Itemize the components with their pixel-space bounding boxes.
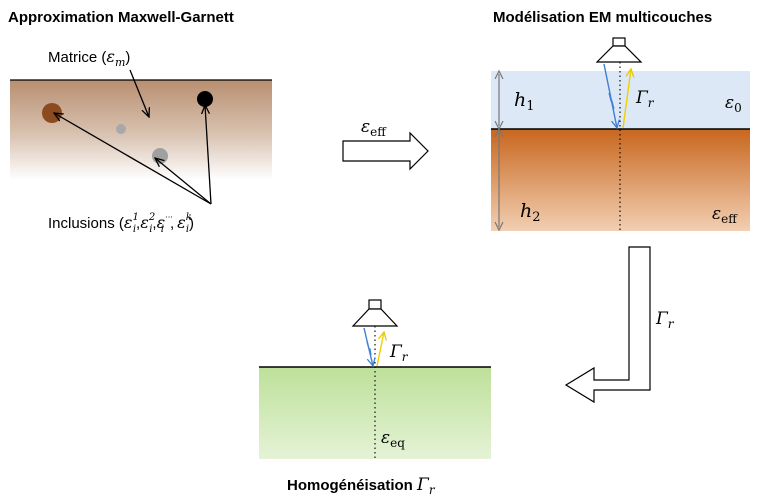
- incident-ray: [603, 63, 617, 128]
- reflected-ray: [376, 332, 384, 367]
- transition-arrow-down-left: Γr: [564, 246, 675, 404]
- eps-eq-label: εeq: [381, 428, 405, 450]
- reflected-ray: [622, 69, 631, 129]
- inclusion-arrow-gray: [155, 158, 212, 205]
- matrix-block: [10, 80, 272, 180]
- multilayer-title: Modélisation EM multicouches: [493, 9, 712, 26]
- h1-label: h1: [514, 89, 535, 114]
- eps0-label: ε0: [725, 93, 742, 115]
- block-arrow-down-left: [564, 246, 651, 404]
- maxwell-garnett-panel: Approximation Maxwell-Garnett Matrice (ε…: [8, 9, 272, 235]
- matrix-pointer-arrow: [129, 69, 149, 117]
- inclusion-arrow-black: [205, 105, 212, 205]
- gamma-r-label: Γr: [389, 342, 409, 364]
- incident-ray-zigzag: [366, 341, 372, 356]
- multilayer-panel: Modélisation EM multicouches Γr h1 h2 ε0…: [491, 9, 750, 231]
- matrix-label: Matrice (εm): [48, 47, 130, 69]
- inclusion-arrow-brown: [54, 113, 212, 205]
- inclusion-large-brown: [42, 103, 62, 123]
- gamma-r-label: Γr: [635, 88, 655, 110]
- homogenization-title: Homogénéisation Γr: [287, 475, 436, 497]
- arrow-label-eps-eff: εeff: [361, 117, 387, 139]
- inclusions-label: Inclusions (ε1 i,ε2 i,ε··· i, εk i): [48, 212, 194, 235]
- eps-eff-label: εeff: [712, 204, 738, 226]
- transition-arrow-right: εeff: [342, 117, 429, 171]
- antenna-icon: [351, 299, 399, 327]
- block-arrow-right: [342, 131, 429, 171]
- arrow-label-gamma-r: Γr: [655, 309, 675, 331]
- inclusion-black: [197, 91, 213, 107]
- inclusion-small-gray: [116, 124, 126, 134]
- antenna-icon: [595, 37, 643, 63]
- homogenization-panel: Γr εeq Homogénéisation Γr: [259, 299, 491, 497]
- incident-ray-zigzag: [608, 92, 615, 110]
- h2-label: h2: [520, 200, 541, 225]
- maxwell-garnett-title: Approximation Maxwell-Garnett: [8, 9, 234, 26]
